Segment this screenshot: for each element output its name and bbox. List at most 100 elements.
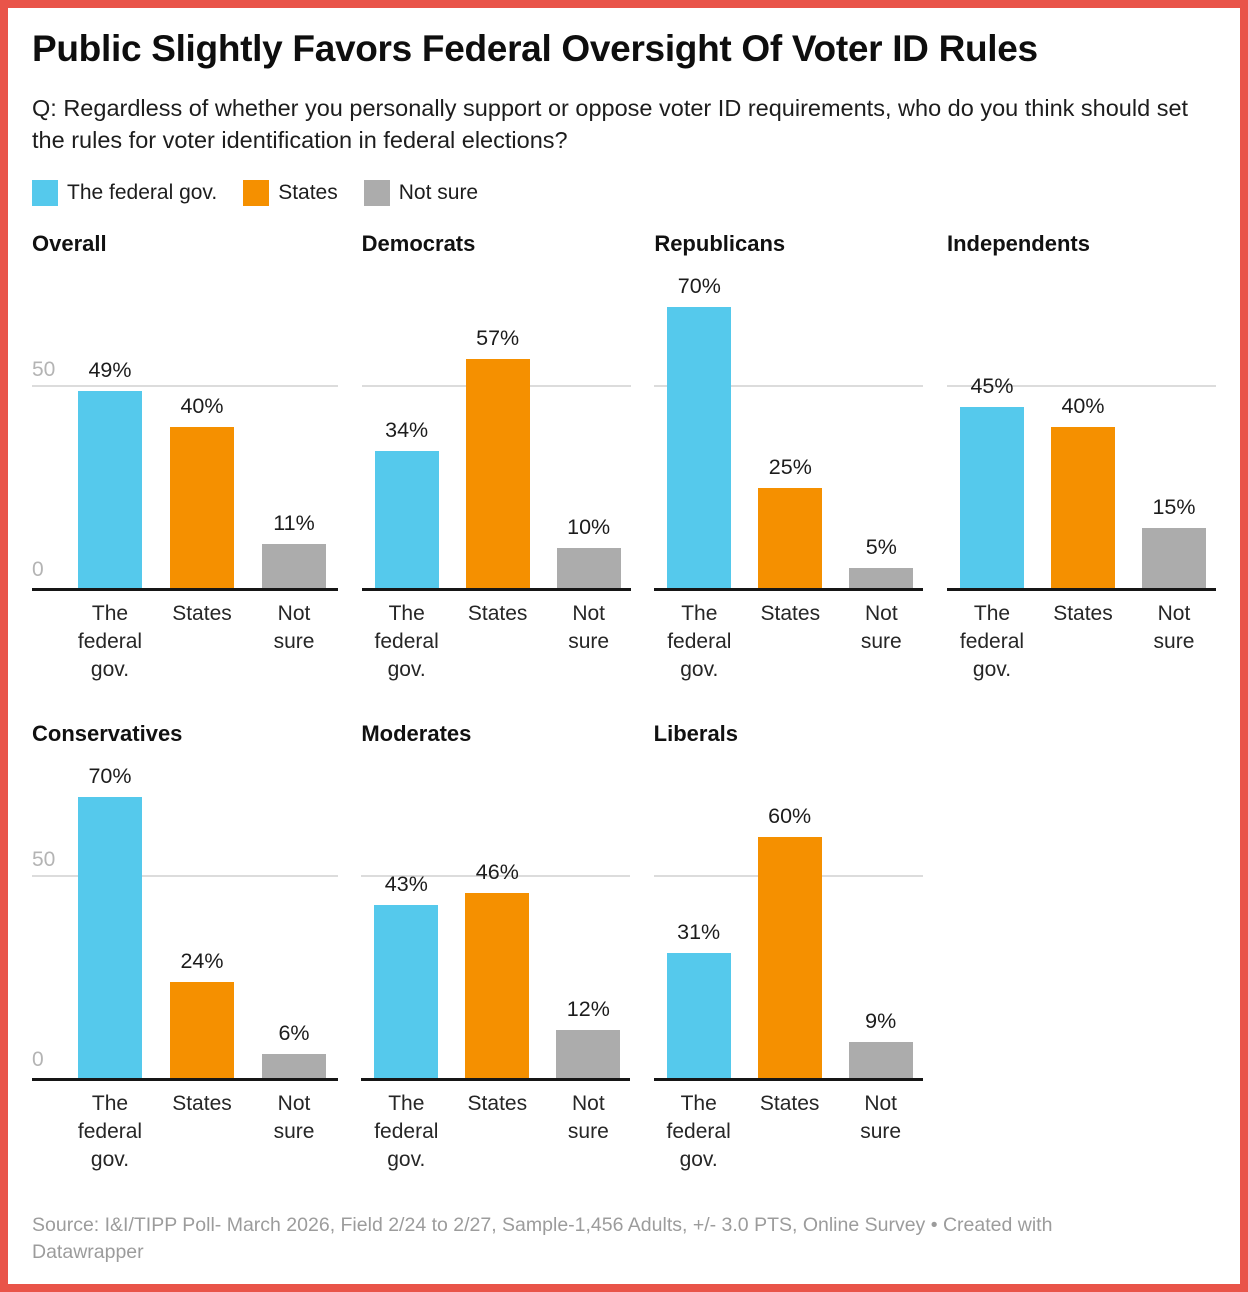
x-axis-labels: The federal gov. States Not sure: [361, 1090, 630, 1186]
bar-value-label: 25%: [768, 455, 812, 479]
y-axis-tick-50: 50: [32, 848, 56, 871]
bar-value-label: 6%: [278, 1021, 310, 1045]
bar-value-label: 9%: [865, 1009, 897, 1033]
bar-the-federal-gov: [78, 797, 142, 1078]
bar-states: [1050, 427, 1115, 588]
chart-plot: 34% 57% 10%: [361, 258, 631, 591]
chart-plot: 45% 40% 15%: [946, 258, 1216, 591]
x-tick-label-the-federal-gov: The federal gov.: [374, 602, 439, 681]
bar-the-federal-gov: [959, 407, 1024, 588]
bar-value-label: 70%: [88, 764, 132, 788]
x-tick-label-not-sure: Not sure: [860, 602, 902, 653]
legend-item-the-federal-gov: The federal gov.: [32, 180, 217, 206]
panel-conservatives: Conservatives 50 0 70% 24% 6% The federal gov.…: [32, 722, 338, 1186]
chart-plot: 31% 60% 9%: [653, 748, 923, 1081]
chart-plot: 50 0 70% 24% 6%: [32, 748, 338, 1081]
panel-liberals: Liberals 31% 60% 9% The federal gov. States No…: [653, 721, 923, 1186]
x-tick-label-the-federal-gov: The federal gov.: [959, 602, 1025, 681]
gridline-50: [654, 385, 924, 387]
chart-plot: 50 0 49% 40% 11%: [32, 258, 338, 591]
panel-title: Moderates: [361, 721, 472, 746]
x-axis-line: [361, 588, 631, 591]
legend-swatch-not-sure: [363, 180, 390, 206]
bar-states: [170, 982, 234, 1078]
panels-row-2: Conservatives 50 0 70% 24% 6% The federal gov.…: [32, 722, 1216, 1186]
bar-value-label: 43%: [384, 872, 428, 896]
bar-not-sure: [262, 1054, 326, 1078]
x-axis-labels: The federal gov. States Not sure: [32, 1090, 338, 1186]
panel-title: Liberals: [653, 721, 739, 746]
y-axis-tick-0: 0: [32, 1048, 44, 1071]
bar-states: [757, 837, 822, 1078]
bar-states: [170, 427, 234, 588]
chart-subtitle: Q: Regardless of whether you personally …: [32, 95, 1189, 153]
bar-states: [465, 359, 530, 588]
legend-swatch-states: [243, 180, 270, 206]
legend-swatch-the-federal-gov: [32, 180, 58, 206]
bar-not-sure: [1141, 528, 1206, 588]
panels-row-1: Overall 50 0 49% 40% 11% The federal gov. State…: [32, 232, 1216, 696]
x-tick-label-the-federal-gov: The federal gov.: [77, 1092, 143, 1171]
panel-title: Overall: [32, 231, 107, 256]
x-tick-label-the-federal-gov: The federal gov.: [667, 602, 732, 681]
x-tick-label-states: States: [1053, 602, 1113, 625]
panel-republicans: Republicans 70% 25% 5% The federal gov. State…: [654, 231, 924, 696]
x-axis-labels: The federal gov. States Not sure: [654, 1090, 923, 1186]
bar-value-label: 45%: [970, 374, 1014, 398]
bar-value-label: 46%: [475, 860, 519, 884]
x-tick-label-the-federal-gov: The federal gov.: [374, 1092, 439, 1171]
bar-not-sure: [848, 1042, 913, 1078]
bar-not-sure: [556, 548, 621, 588]
x-axis-line: [32, 588, 338, 591]
x-tick-label-states: States: [172, 1092, 232, 1115]
bar-value-label: 57%: [476, 326, 520, 350]
x-axis-labels: The federal gov. States Not sure: [32, 600, 338, 696]
panel-title: Republicans: [654, 231, 786, 256]
panel-democrats: Democrats 34% 57% 10% The federal gov. States…: [361, 231, 631, 696]
x-axis-labels: The federal gov. States Not sure: [654, 600, 923, 696]
x-tick-label-not-sure: Not sure: [568, 602, 610, 653]
x-tick-label-not-sure: Not sure: [273, 1092, 315, 1143]
bar-the-federal-gov: [666, 953, 731, 1078]
bar-the-federal-gov: [374, 451, 439, 588]
legend-item-label: States: [278, 181, 338, 204]
bar-value-label: 24%: [180, 949, 224, 973]
legend-item-label: Not sure: [398, 181, 479, 204]
y-axis-tick-0: 0: [32, 558, 44, 581]
gridline-50: [946, 385, 1216, 387]
x-tick-label-not-sure: Not sure: [1153, 602, 1195, 653]
panel-title: Democrats: [361, 231, 476, 256]
x-tick-label-the-federal-gov: The federal gov.: [666, 1092, 731, 1171]
panel-title: Independents: [946, 231, 1090, 256]
bar-value-label: 12%: [566, 997, 610, 1021]
y-axis-tick-50: 50: [32, 358, 56, 381]
x-axis-labels: The federal gov. States Not sure: [362, 600, 631, 696]
panel-title: Conservatives: [32, 721, 183, 746]
bar-value-label: 70%: [677, 274, 721, 298]
gridline-50: [32, 875, 338, 877]
x-axis-line: [653, 1078, 923, 1081]
x-axis-line: [946, 588, 1216, 591]
bar-the-federal-gov: [667, 307, 732, 588]
panel-overall: Overall 50 0 49% 40% 11% The federal gov. State…: [32, 232, 338, 696]
x-tick-label-not-sure: Not sure: [860, 1092, 902, 1143]
x-axis-labels: The federal gov. States Not sure: [947, 600, 1216, 696]
panel-moderates: Moderates 43% 46% 12% The federal gov. States…: [361, 721, 631, 1186]
x-tick-label-states: States: [759, 1092, 820, 1115]
chart-title: Public Slightly Favors Federal Oversight…: [32, 28, 1038, 69]
bar-value-label: 31%: [677, 920, 721, 944]
x-tick-label-states: States: [172, 602, 232, 625]
chart-plot: 43% 46% 12%: [361, 748, 631, 1081]
x-tick-label-states: States: [467, 602, 528, 625]
source-note: Source: I&I/TIPP Poll- March 2026, Field…: [32, 1214, 1053, 1263]
bar-not-sure: [262, 544, 326, 588]
legend: The federal gov. States Not sure: [32, 180, 1216, 206]
x-axis-line: [361, 1078, 631, 1081]
chart-plot: 70% 25% 5%: [654, 258, 924, 591]
panel-independents: Independents 45% 40% 15% The federal gov. Sta…: [946, 231, 1216, 696]
x-tick-label-not-sure: Not sure: [567, 1092, 609, 1143]
bar-value-label: 15%: [1152, 495, 1196, 519]
x-tick-label-states: States: [467, 1092, 528, 1115]
bar-value-label: 5%: [865, 535, 897, 559]
